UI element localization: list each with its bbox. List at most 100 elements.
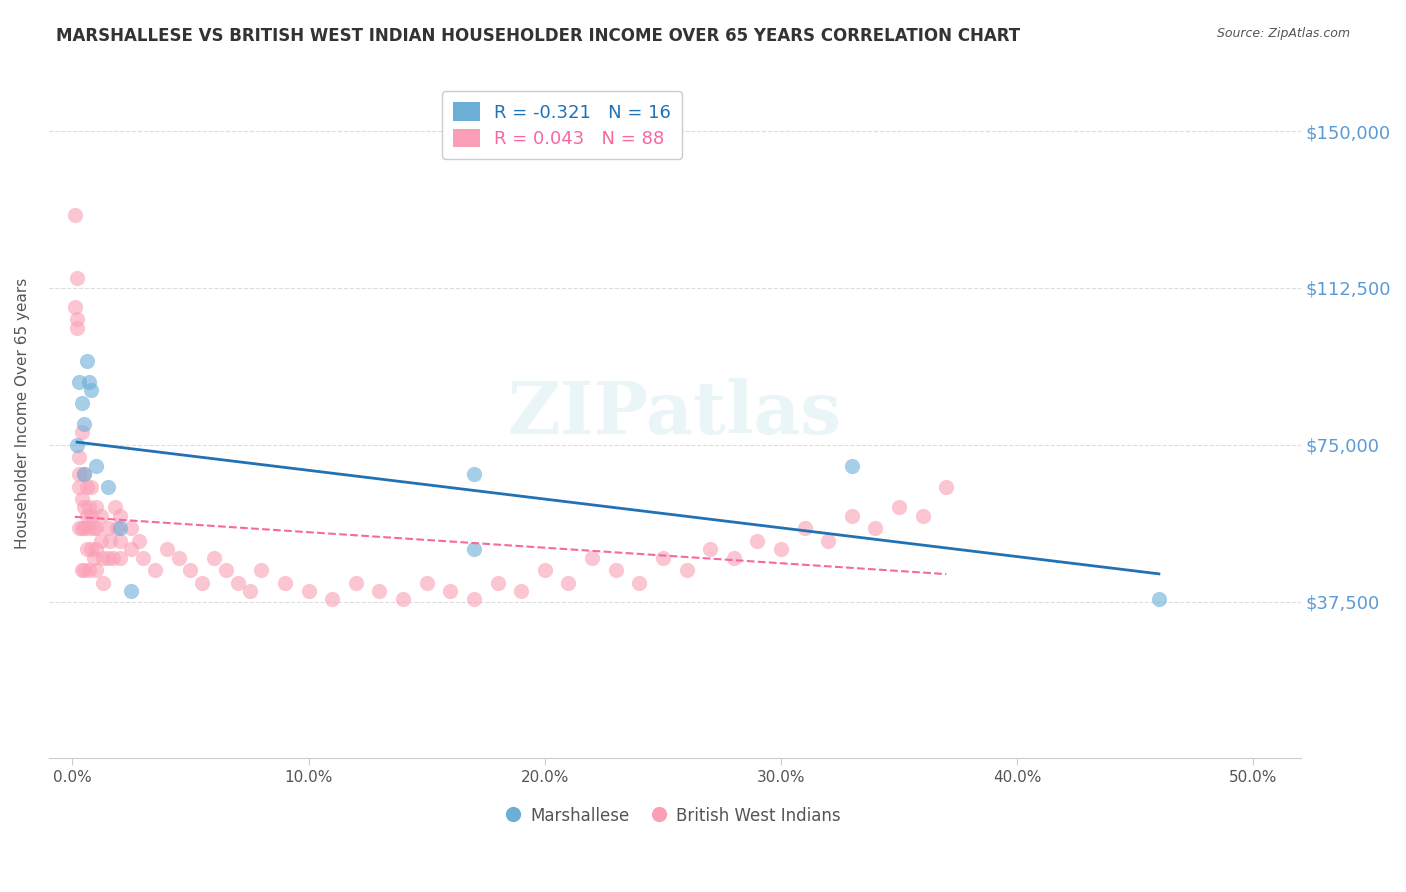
Point: [69, 375, 91, 389]
Point: [80, 508, 103, 523]
Point: [128, 533, 150, 548]
Point: [439, 584, 461, 599]
Text: MARSHALLESE VS BRITISH WEST INDIAN HOUSEHOLDER INCOME OVER 65 YEARS CORRELATION : MARSHALLESE VS BRITISH WEST INDIAN HOUSE…: [56, 27, 1021, 45]
Point: [77, 563, 100, 577]
Point: [274, 575, 297, 590]
Point: [605, 563, 627, 577]
Point: [463, 592, 485, 607]
Point: [80, 479, 103, 493]
Point: [101, 550, 124, 565]
Point: [817, 533, 839, 548]
Point: [77, 521, 100, 535]
Point: [84, 458, 107, 473]
Point: [344, 575, 367, 590]
Point: [70, 425, 93, 440]
Point: [557, 575, 579, 590]
Point: [76, 508, 98, 523]
Point: [73, 467, 96, 481]
Point: [70, 396, 93, 410]
Legend: Marshallese, British West Indians: Marshallese, British West Indians: [502, 799, 848, 833]
Point: [911, 508, 934, 523]
Point: [202, 550, 225, 565]
Point: [415, 575, 437, 590]
Point: [179, 563, 201, 577]
Point: [120, 542, 142, 557]
Point: [84, 542, 107, 557]
Point: [98, 533, 121, 548]
Point: [73, 417, 96, 431]
Point: [581, 550, 603, 565]
Point: [83, 521, 105, 535]
Point: [76, 542, 98, 557]
Point: [63, 300, 86, 314]
Y-axis label: Householder Income Over 65 years: Householder Income Over 65 years: [15, 277, 30, 549]
Point: [70, 492, 93, 507]
Point: [76, 354, 98, 368]
Point: [73, 500, 96, 515]
Point: [215, 563, 238, 577]
Point: [104, 500, 127, 515]
Point: [73, 563, 96, 577]
Point: [108, 521, 131, 535]
Point: [66, 270, 89, 285]
Point: [191, 575, 214, 590]
Point: [368, 584, 391, 599]
Point: [699, 542, 721, 557]
Point: [108, 508, 131, 523]
Point: [321, 592, 343, 607]
Point: [80, 384, 103, 398]
Point: [70, 521, 93, 535]
Point: [97, 550, 120, 565]
Point: [84, 521, 107, 535]
Point: [66, 320, 89, 334]
Text: ZIPatlas: ZIPatlas: [508, 378, 842, 449]
Point: [108, 550, 131, 565]
Point: [80, 542, 103, 557]
Point: [77, 500, 100, 515]
Point: [769, 542, 792, 557]
Point: [533, 563, 555, 577]
Point: [841, 458, 863, 473]
Point: [238, 584, 260, 599]
Point: [83, 550, 105, 565]
Point: [76, 479, 98, 493]
Point: [69, 467, 91, 481]
Point: [66, 312, 89, 326]
Point: [156, 542, 179, 557]
Point: [90, 533, 112, 548]
Point: [935, 479, 957, 493]
Point: [167, 550, 190, 565]
Point: [90, 508, 112, 523]
Point: [91, 550, 114, 565]
Point: [97, 521, 120, 535]
Text: Source: ZipAtlas.com: Source: ZipAtlas.com: [1216, 27, 1350, 40]
Point: [108, 533, 131, 548]
Point: [97, 479, 120, 493]
Point: [84, 500, 107, 515]
Point: [841, 508, 863, 523]
Point: [651, 550, 673, 565]
Point: [69, 450, 91, 465]
Point: [865, 521, 887, 535]
Point: [463, 467, 485, 481]
Point: [77, 375, 100, 389]
Point: [73, 467, 96, 481]
Point: [793, 521, 815, 535]
Point: [143, 563, 166, 577]
Point: [297, 584, 319, 599]
Point: [392, 592, 415, 607]
Point: [887, 500, 910, 515]
Point: [66, 438, 89, 452]
Point: [723, 550, 745, 565]
Point: [250, 563, 273, 577]
Point: [69, 479, 91, 493]
Point: [120, 584, 142, 599]
Point: [675, 563, 697, 577]
Point: [73, 521, 96, 535]
Point: [747, 533, 769, 548]
Point: [91, 575, 114, 590]
Point: [226, 575, 249, 590]
Point: [486, 575, 509, 590]
Point: [1147, 592, 1170, 607]
Point: [628, 575, 651, 590]
